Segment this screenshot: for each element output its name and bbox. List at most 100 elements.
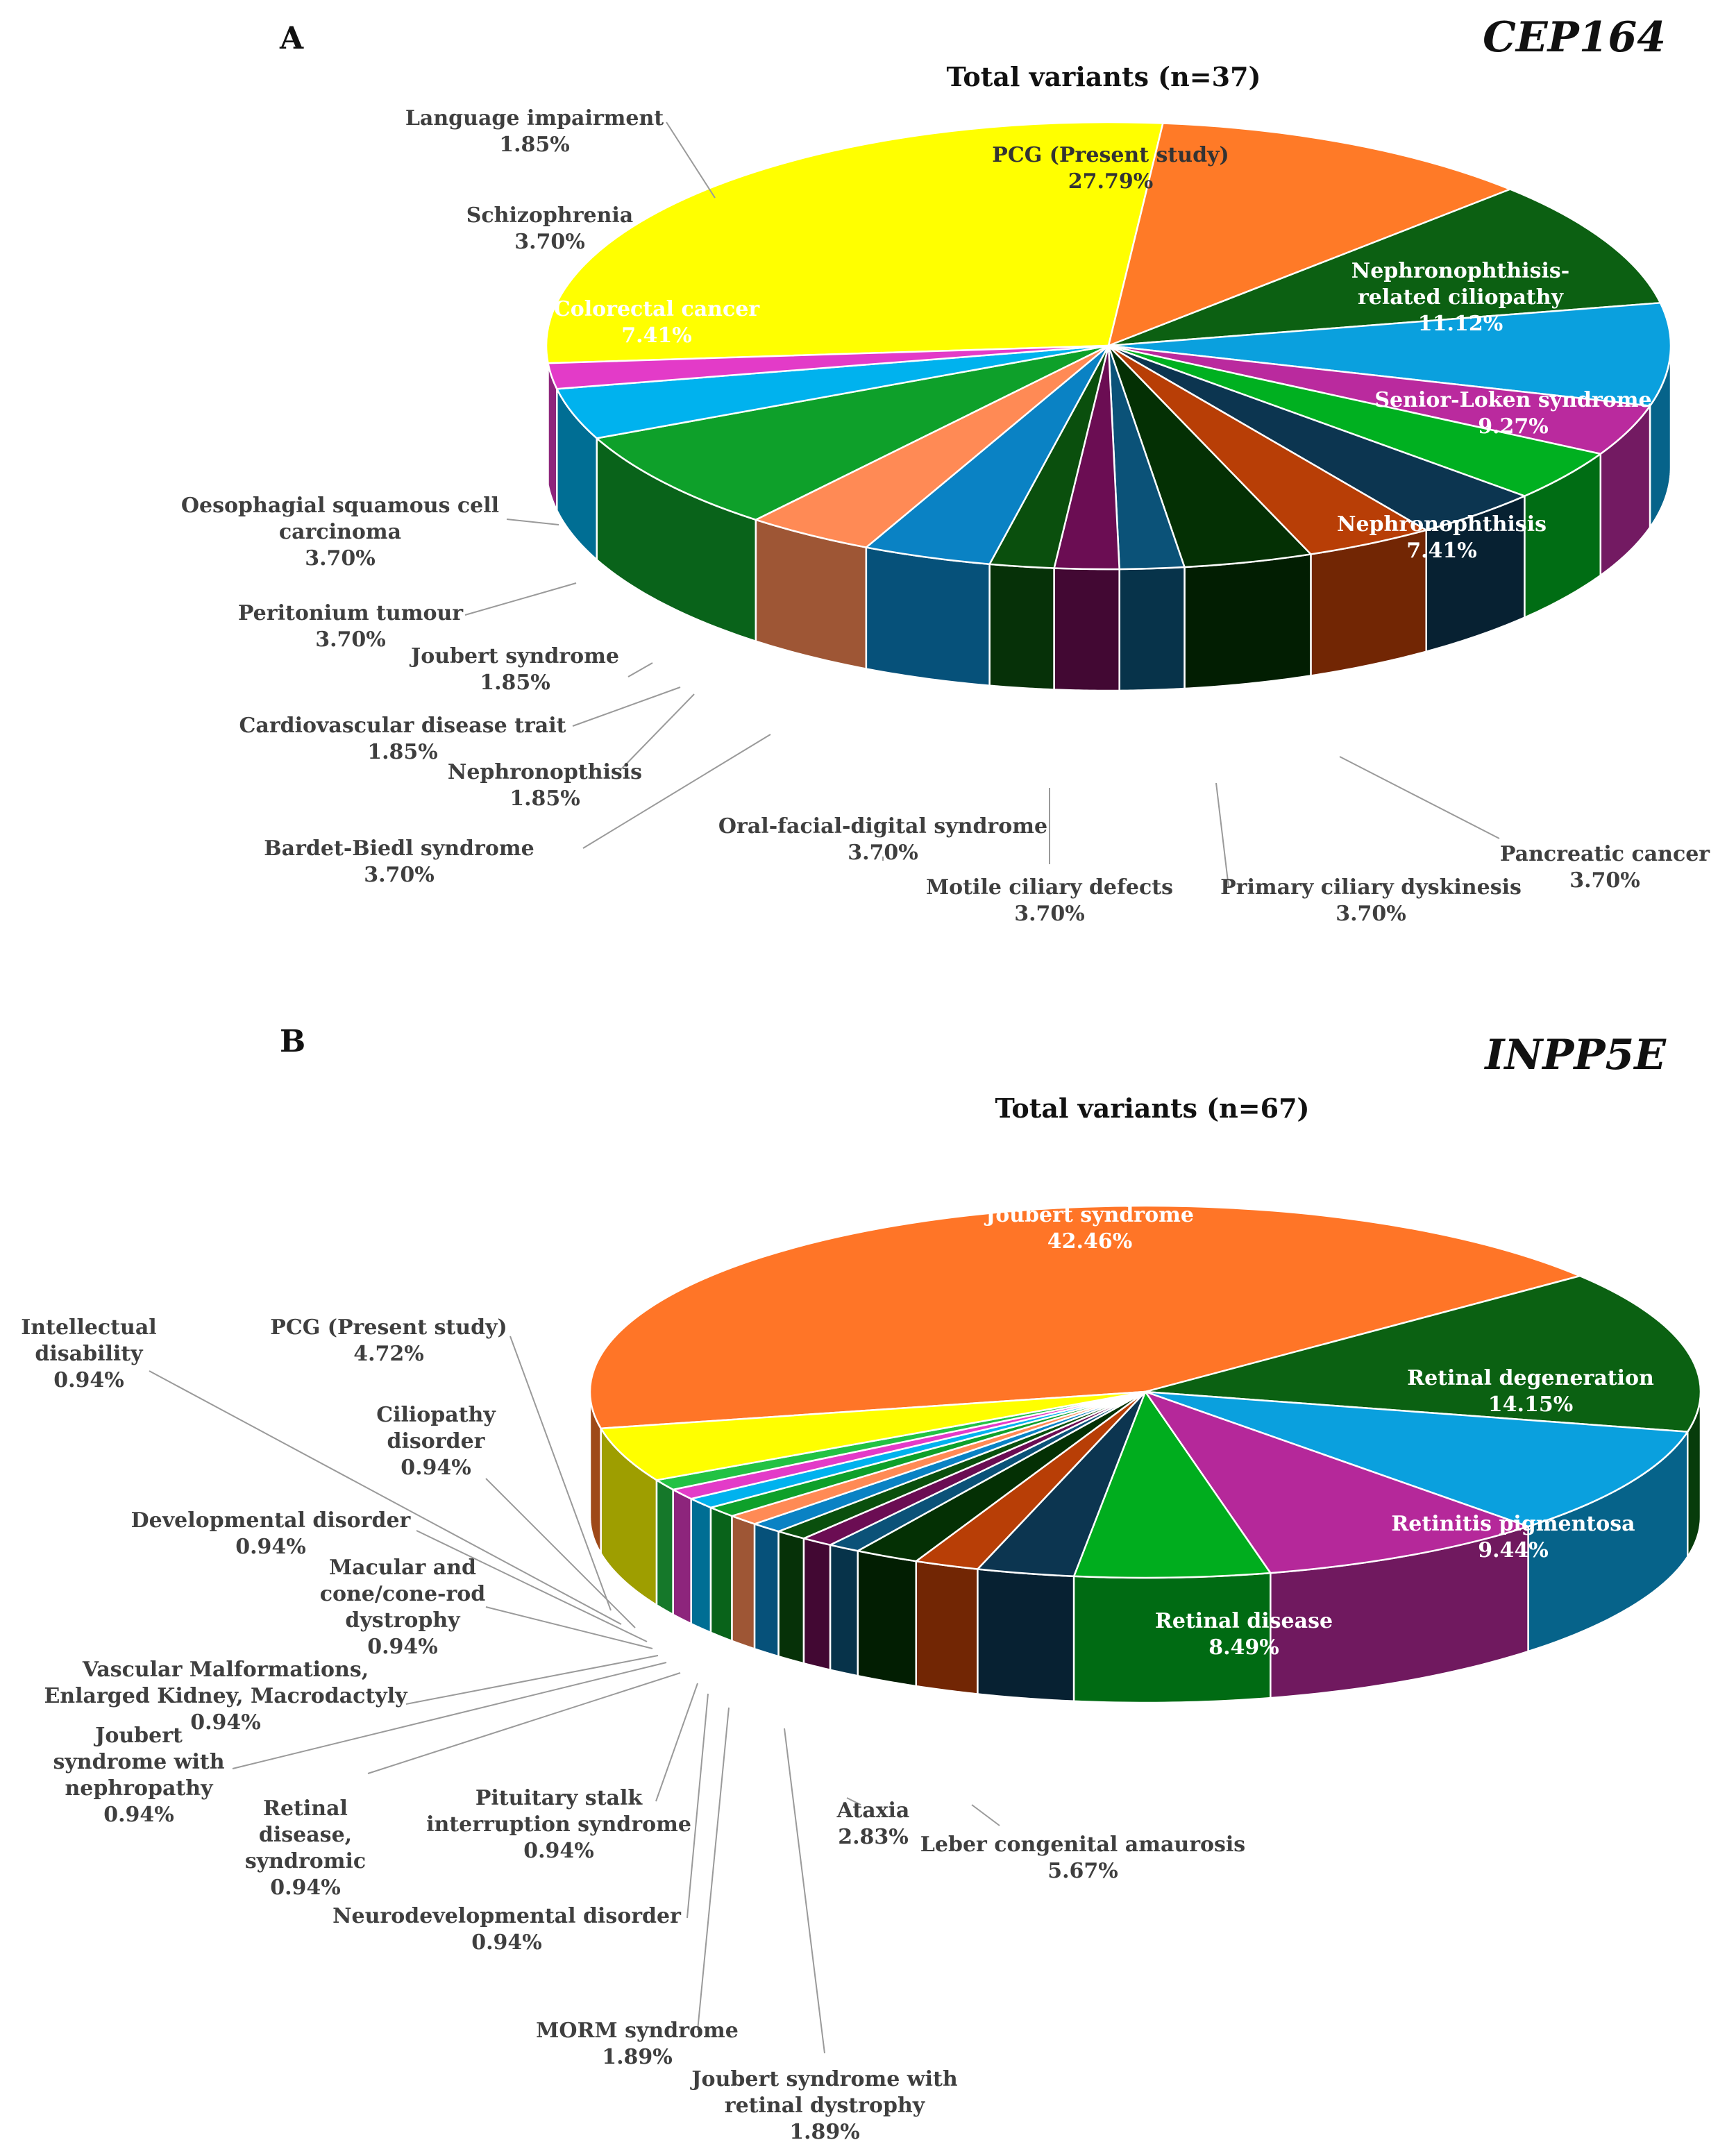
slice-label-line: PCG (Present study)	[270, 1315, 507, 1340]
slice-label-line: Joubert syndrome	[409, 644, 619, 668]
slice-label-line: Macular and	[329, 1556, 476, 1580]
slice-label-line: Ataxia	[836, 1799, 910, 1823]
slice-percentage: 14.15%	[1488, 1392, 1573, 1417]
slice-percentage: 1.89%	[602, 2045, 673, 2069]
leader-line-joubert-syndrome-with-retinal-dystrophy	[784, 1728, 825, 2054]
slice-percentage: 0.94%	[235, 1535, 306, 1559]
slice-label-senior-loken-syndrome: Senior-Loken syndrome 9.27%	[1374, 388, 1651, 439]
pie-side-macular-and-cone-cone-rod-dystrophy	[709, 1506, 733, 1642]
pie-side-vascular-malformations-enlarged-kidney-macrodactyly	[731, 1515, 756, 1650]
leader-line-retinal-disease-syndromic	[367, 1672, 681, 1774]
slice-percentage: 2.83%	[838, 1825, 909, 1849]
slice-label-intellectual-disability: Intellectual disability 0.94%	[21, 1315, 156, 1392]
slice-label-line: Joubert syndrome	[984, 1203, 1194, 1227]
slice-percentage: 3.70%	[848, 841, 918, 865]
slice-label-line: Nephronophthisis	[1337, 512, 1547, 537]
slice-label-nephronophthisis-related-ciliopathy: Nephronophthisis-related ciliopathy 11.12…	[1351, 259, 1569, 336]
slice-label-bardet-biedl-syndrome: Bardet-Biedl syndrome 3.70%	[264, 836, 534, 887]
slice-percentage: 5.67%	[1047, 1859, 1118, 1883]
slice-label-ataxia: Ataxia 2.83%	[836, 1799, 910, 1849]
pie-side-joubert-syndrome-with-retinal-dystrophy	[915, 1560, 979, 1695]
slice-label-line: Peritonium tumour	[238, 601, 464, 625]
slice-label-retinal-degeneration: Retinal degeneration 14.15%	[1407, 1366, 1654, 1417]
slice-label-nephronopthisis: Nephronopthisis 1.85%	[448, 760, 642, 811]
pie-side-cardiovascular-disease-trait	[1053, 567, 1120, 692]
pie-side-joubert-syndrome	[988, 563, 1055, 691]
panel-b-gene-name: INPP5E	[1483, 1031, 1667, 1079]
slice-label-line: Oesophagial squamous cell	[181, 494, 499, 518]
leader-line-joubert-syndrome-with-nephropathy	[232, 1662, 667, 1769]
slice-percentage: 0.94%	[190, 1710, 261, 1735]
slice-label-line: disorder	[387, 1429, 486, 1454]
slice-label-line: MORM syndrome	[536, 2019, 739, 2043]
leader-line-pcg-present-study	[509, 1336, 612, 1611]
pie-slice-retinal-disease	[1144, 1390, 1529, 1574]
slice-percentage: 0.94%	[471, 1930, 542, 1955]
leader-line-pancreatic-cancer	[1339, 756, 1500, 839]
slice-label-line: Neurodevelopmental disorder	[332, 1904, 682, 1928]
slice-label-joubert-syndrome: Joubert syndrome 42.46%	[984, 1203, 1194, 1254]
leader-line-intellectual-disability	[149, 1370, 622, 1625]
slice-percentage: 1.85%	[367, 740, 438, 764]
leader-line-macular-and-cone-cone-rod-dystrophy	[485, 1606, 653, 1649]
slice-label-line: Motile ciliary defects	[926, 875, 1173, 900]
slice-label-line: Retinal	[263, 1796, 348, 1821]
slice-label-line: dystrophy	[345, 1608, 461, 1633]
slice-label-line: Oral-facial-digital syndrome	[718, 814, 1047, 839]
slice-label-cardiovascular-disease-trait: Cardiovascular disease trait 1.85%	[239, 714, 566, 764]
slice-percentage: 1.85%	[509, 786, 580, 811]
slice-label-line: Retinitis pigmentosa	[1391, 1512, 1635, 1536]
panel-b-pie-chart: B INPP5E Total variants (n=67) Joubert s…	[21, 1024, 1702, 2144]
pie-slice-joubert-syndrome	[589, 1204, 1581, 1430]
pie-side-ataxia	[977, 1568, 1075, 1703]
slice-percentage: 3.70%	[315, 628, 386, 652]
slice-label-nephronophthisis: Nephronophthisis 7.41%	[1337, 512, 1547, 563]
slice-label-pcg-present-study: PCG (Present study) 27.79%	[992, 143, 1229, 194]
slice-label-line: Bardet-Biedl syndrome	[264, 836, 534, 861]
slice-label-morm-syndrome: MORM syndrome 1.89%	[536, 2019, 739, 2069]
leader-line-peritonium-tumour	[464, 582, 577, 616]
slice-label-line: cone/cone-rod	[320, 1582, 486, 1606]
slice-label-ciliopathy-disorder: Ciliopathy disorder 0.94%	[376, 1403, 496, 1480]
pie-side-nephronopthisis	[1118, 566, 1186, 692]
slice-label-retinal-disease-syndromic: Retinal disease, syndromic 0.94%	[245, 1796, 366, 1900]
slice-label-line: Nephronopthisis	[448, 760, 642, 784]
pie-side-joubert-syndrome-with-nephropathy	[753, 1523, 780, 1658]
slice-percentage: 3.70%	[364, 863, 435, 887]
leader-line-ciliopathy-disorder	[485, 1478, 636, 1628]
slice-percentage: 3.70%	[1569, 868, 1640, 893]
pie-side-peritonium-tumour	[865, 546, 991, 687]
slice-percentage: 0.94%	[103, 1803, 174, 1827]
panel-b-letter: B	[280, 1024, 305, 1059]
slice-label-line: Cardiovascular disease trait	[239, 714, 566, 738]
slice-label-line: interruption syndrome	[426, 1812, 691, 1837]
pie-top-slices	[545, 121, 1672, 571]
slice-label-line: Leber congenital amaurosis	[920, 1833, 1245, 1857]
slice-percentage: 0.94%	[401, 1456, 471, 1480]
slice-percentage: 7.41%	[1406, 539, 1477, 563]
pie-slice-colorectal-cancer	[596, 344, 1110, 521]
slice-label-retinal-disease: Retinal disease 8.49%	[1155, 1609, 1333, 1660]
pie-side-bardet-biedl-syndrome	[1183, 553, 1312, 690]
slice-label-line: Pancreatic cancer	[1500, 842, 1710, 866]
pie-labels: Joubert syndrome 42.46% Retinal degenerati…	[21, 1203, 1654, 2144]
pie-slice-leber-congenital-amaurosis	[1072, 1390, 1272, 1579]
slice-percentage: 9.44%	[1478, 1538, 1549, 1563]
slice-label-oral-facial-digital-syndrome: Oral-facial-digital syndrome 3.70%	[718, 814, 1047, 865]
pie-side-walls	[545, 344, 1672, 692]
panel-a-pie-chart: A CEP164 Total variants (n=37) PCG (Pres…	[181, 13, 1710, 926]
leader-line-nephronopthisis	[621, 693, 695, 770]
slice-label-colorectal-cancer: Colorectal cancer 7.41%	[554, 297, 760, 348]
slice-label-line: Joubert syndrome with	[689, 2067, 957, 2091]
slice-percentage: 1.89%	[789, 2120, 860, 2144]
panel-b-pie: Joubert syndrome 42.46% Retinal degenerati…	[21, 1203, 1702, 2144]
slice-label-schizophrenia: Schizophrenia 3.70%	[466, 203, 634, 254]
leader-line-morm-syndrome	[697, 1707, 730, 2031]
slice-percentage: 0.94%	[523, 1839, 594, 1863]
leader-line-neurodevelopmental-disorder	[686, 1693, 709, 1919]
slice-label-neurodevelopmental-disorder: Neurodevelopmental disorder 0.94%	[332, 1904, 682, 1955]
slice-label-pituitary-stalk-interruption-syndrome: Pituitary stalk interruption syndrome 0.94…	[426, 1786, 691, 1863]
slice-label-line: related ciliopathy	[1358, 285, 1565, 310]
pie-slice-retinal-degeneration	[1144, 1274, 1702, 1433]
slice-label-line: retinal dystrophy	[725, 2094, 926, 2118]
